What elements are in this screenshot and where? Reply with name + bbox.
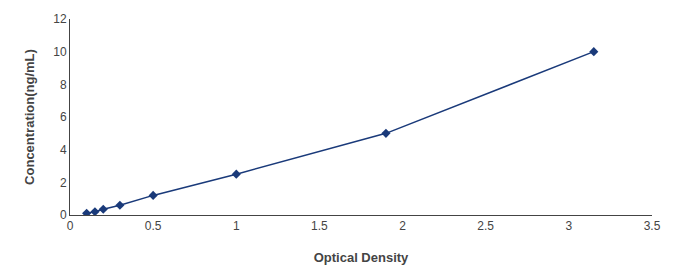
svg-text:10: 10 bbox=[53, 45, 67, 59]
svg-text:6: 6 bbox=[60, 110, 67, 124]
svg-text:1.5: 1.5 bbox=[311, 219, 328, 233]
svg-text:3: 3 bbox=[566, 219, 573, 233]
svg-text:1: 1 bbox=[233, 219, 240, 233]
svg-text:Optical Density: Optical Density bbox=[314, 250, 409, 265]
svg-text:2: 2 bbox=[399, 219, 406, 233]
svg-text:3.5: 3.5 bbox=[644, 219, 661, 233]
svg-text:2: 2 bbox=[60, 176, 67, 190]
svg-text:0.5: 0.5 bbox=[145, 219, 162, 233]
svg-text:0: 0 bbox=[60, 208, 67, 222]
svg-text:12: 12 bbox=[53, 12, 67, 26]
svg-text:Concentration(ng/mL): Concentration(ng/mL) bbox=[22, 49, 37, 185]
svg-text:4: 4 bbox=[60, 143, 67, 157]
svg-text:8: 8 bbox=[60, 78, 67, 92]
svg-text:0: 0 bbox=[67, 219, 74, 233]
svg-text:2.5: 2.5 bbox=[477, 219, 494, 233]
